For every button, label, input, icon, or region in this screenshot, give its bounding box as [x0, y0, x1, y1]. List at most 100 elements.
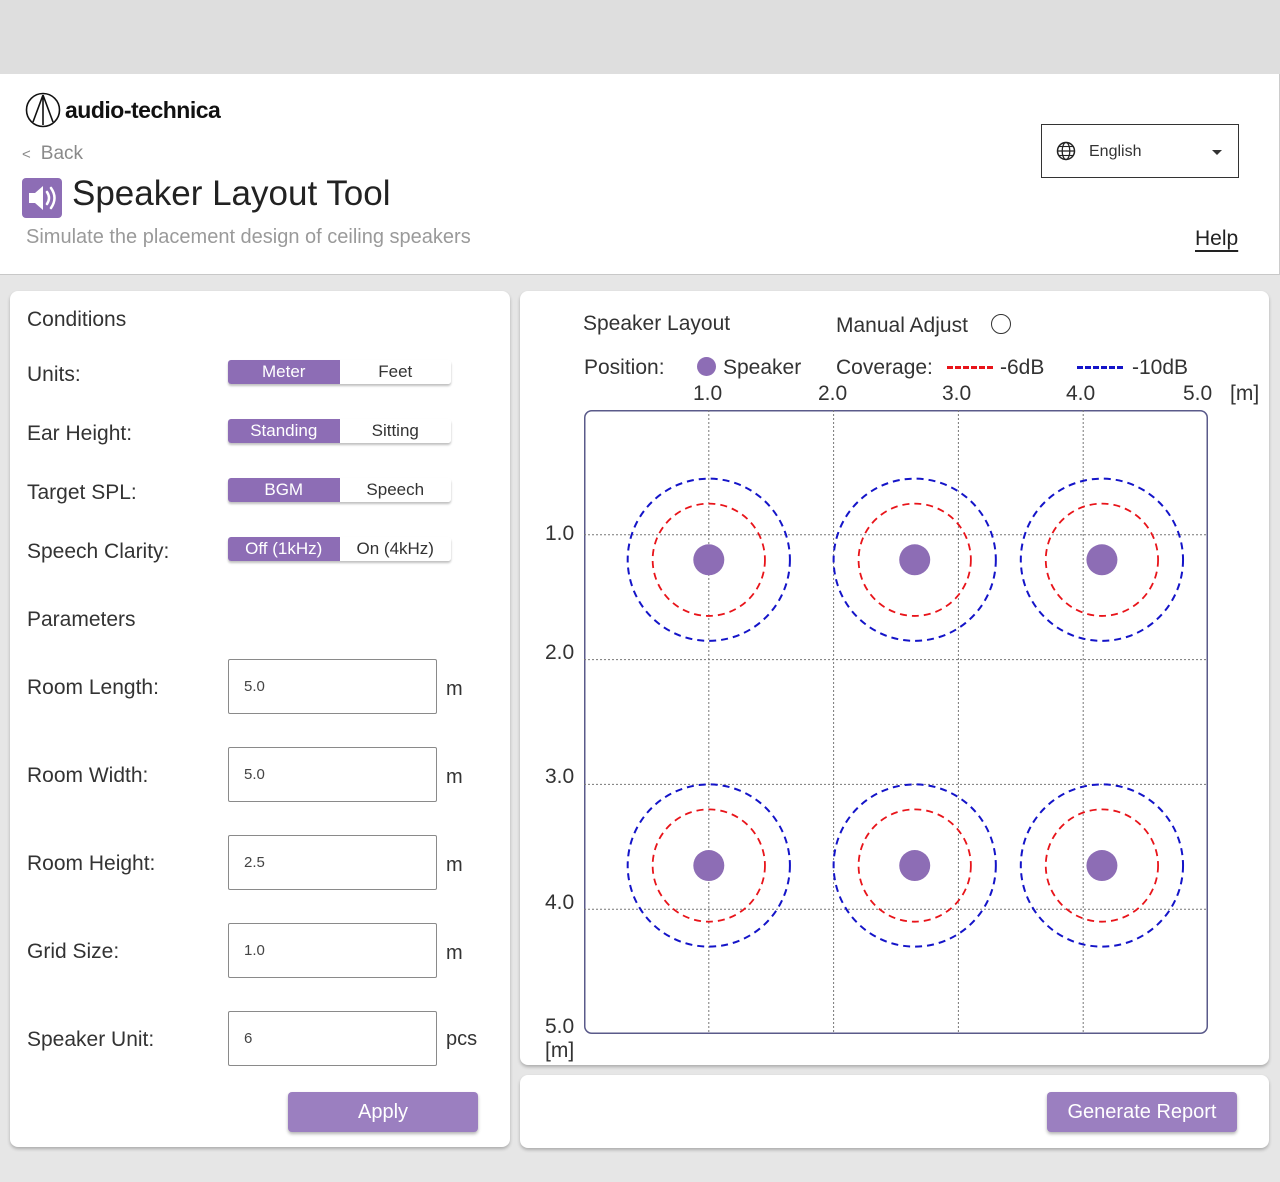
room-height-label: Room Height:: [27, 852, 156, 875]
grid-size-input[interactable]: 1.0: [228, 923, 437, 978]
ear-height-toggle: Standing Sitting: [228, 419, 451, 443]
coverage-circle-minus10db: [1019, 783, 1185, 948]
generate-report-button[interactable]: Generate Report: [1047, 1092, 1237, 1132]
speaker-unit-input[interactable]: 6: [228, 1011, 437, 1066]
globe-icon: [1056, 141, 1076, 161]
audio-technica-logo-icon: [25, 92, 61, 128]
coverage-circle-minus6db: [651, 808, 766, 923]
logo-text: audio-technica: [65, 96, 221, 123]
back-link[interactable]: < Back: [22, 143, 83, 165]
coverage-circle-minus10db: [626, 783, 791, 948]
units-label: Units:: [27, 363, 81, 386]
x-tick-3: 3.0: [942, 382, 972, 405]
x-tick-5: 5.0: [1183, 382, 1213, 405]
speaker-marker[interactable]: [899, 544, 931, 576]
coverage-circle-minus6db: [857, 808, 972, 923]
conditions-panel: Conditions Units: Meter Feet Ear Height:…: [10, 291, 510, 1147]
room-length-label: Room Length:: [27, 676, 159, 699]
manual-adjust-radio[interactable]: [991, 314, 1011, 334]
coverage-circle-minus10db: [832, 477, 997, 642]
ear-height-label: Ear Height:: [27, 422, 133, 445]
chevron-left-icon: <: [22, 146, 31, 163]
coverage-circles: [626, 477, 1185, 948]
units-option-meter[interactable]: Meter: [228, 360, 340, 384]
coverage-circle-minus6db: [651, 502, 766, 617]
speech-clarity-toggle: Off (1kHz) On (4kHz): [228, 537, 451, 561]
grid-size-unit: m: [446, 942, 463, 964]
room-length-input[interactable]: 5.0: [228, 659, 437, 714]
grid-lines: [584, 410, 1208, 1034]
coverage-label: Coverage:: [836, 356, 933, 379]
y-axis-unit: [m]: [545, 1039, 575, 1062]
room-width-label: Room Width:: [27, 764, 149, 787]
speaker-marker[interactable]: [1086, 544, 1118, 576]
coverage-circle-minus6db: [1044, 502, 1159, 617]
minus10-legend-line: [1077, 366, 1123, 369]
speaker-marker[interactable]: [693, 850, 725, 882]
speaker-marker[interactable]: [1086, 850, 1118, 882]
room-height-input[interactable]: 2.5: [228, 835, 437, 890]
target-spl-label: Target SPL:: [27, 481, 137, 504]
browser-top-bar: [0, 0, 1280, 74]
speaker-marker[interactable]: [899, 850, 931, 882]
units-option-feet[interactable]: Feet: [339, 360, 451, 384]
speaker-unit-unit: pcs: [446, 1028, 478, 1050]
coverage-circle-minus10db: [832, 783, 997, 948]
room-width-unit: m: [446, 766, 463, 788]
conditions-title: Conditions: [27, 308, 127, 331]
minus10-legend-label: -10dB: [1132, 356, 1189, 379]
speaker-legend-label: Speaker: [723, 356, 802, 379]
apply-button[interactable]: Apply: [288, 1092, 478, 1132]
y-tick-2: 2.0: [545, 641, 575, 664]
layout-title: Speaker Layout: [583, 312, 731, 335]
page-title: Speaker Layout Tool: [72, 174, 391, 213]
ear-height-option-standing[interactable]: Standing: [228, 419, 340, 443]
speaker-legend-marker: [697, 357, 716, 376]
x-tick-4: 4.0: [1066, 382, 1096, 405]
manual-adjust-label: Manual Adjust: [836, 314, 968, 337]
speaker-unit-label: Speaker Unit:: [27, 1028, 155, 1051]
language-select[interactable]: English: [1041, 124, 1239, 178]
page-header: audio-technica < Back Speaker Layout Tool…: [0, 74, 1280, 275]
help-link[interactable]: Help: [1195, 227, 1239, 250]
x-axis-unit: [m]: [1230, 382, 1260, 405]
brand-logo: audio-technica: [25, 92, 221, 128]
room-layout-canvas[interactable]: [584, 410, 1208, 1034]
coverage-circle-minus10db: [626, 477, 791, 642]
y-tick-5: 5.0: [545, 1015, 575, 1038]
speaker-app-icon: [22, 178, 62, 218]
ear-height-option-sitting[interactable]: Sitting: [339, 419, 451, 443]
room-length-unit: m: [446, 678, 463, 700]
x-tick-2: 2.0: [818, 382, 848, 405]
position-label: Position:: [584, 356, 665, 379]
room-boundary: [584, 410, 1208, 1034]
language-value: English: [1089, 143, 1142, 160]
back-label: Back: [40, 143, 84, 164]
parameters-title: Parameters: [27, 608, 136, 631]
minus6-legend-line: [947, 366, 993, 369]
report-panel: Generate Report: [520, 1075, 1269, 1148]
speaker-marker[interactable]: [693, 544, 725, 576]
y-tick-3: 3.0: [545, 765, 575, 788]
y-tick-1: 1.0: [545, 522, 575, 545]
x-tick-1: 1.0: [693, 382, 723, 405]
minus6-legend-label: -6dB: [1000, 356, 1045, 379]
room-width-input[interactable]: 5.0: [228, 747, 437, 802]
chevron-down-icon: [1212, 150, 1222, 155]
y-tick-4: 4.0: [545, 891, 575, 914]
grid-size-label: Grid Size:: [27, 940, 120, 963]
coverage-circle-minus6db: [857, 502, 972, 617]
page-subtitle: Simulate the placement design of ceiling…: [26, 226, 471, 248]
speech-clarity-option-on[interactable]: On (4kHz): [339, 537, 451, 561]
coverage-circle-minus10db: [1019, 477, 1185, 642]
target-spl-option-bgm[interactable]: BGM: [228, 478, 340, 502]
target-spl-option-speech[interactable]: Speech: [339, 478, 451, 502]
coverage-circle-minus6db: [1044, 808, 1159, 923]
speech-clarity-label: Speech Clarity:: [27, 540, 170, 563]
speaker-markers: [693, 544, 1118, 882]
target-spl-toggle: BGM Speech: [228, 478, 451, 502]
room-height-unit: m: [446, 854, 463, 876]
speaker-layout-panel: Speaker Layout Manual Adjust Position: S…: [520, 291, 1269, 1065]
units-toggle: Meter Feet: [228, 360, 451, 384]
speech-clarity-option-off[interactable]: Off (1kHz): [228, 537, 340, 561]
